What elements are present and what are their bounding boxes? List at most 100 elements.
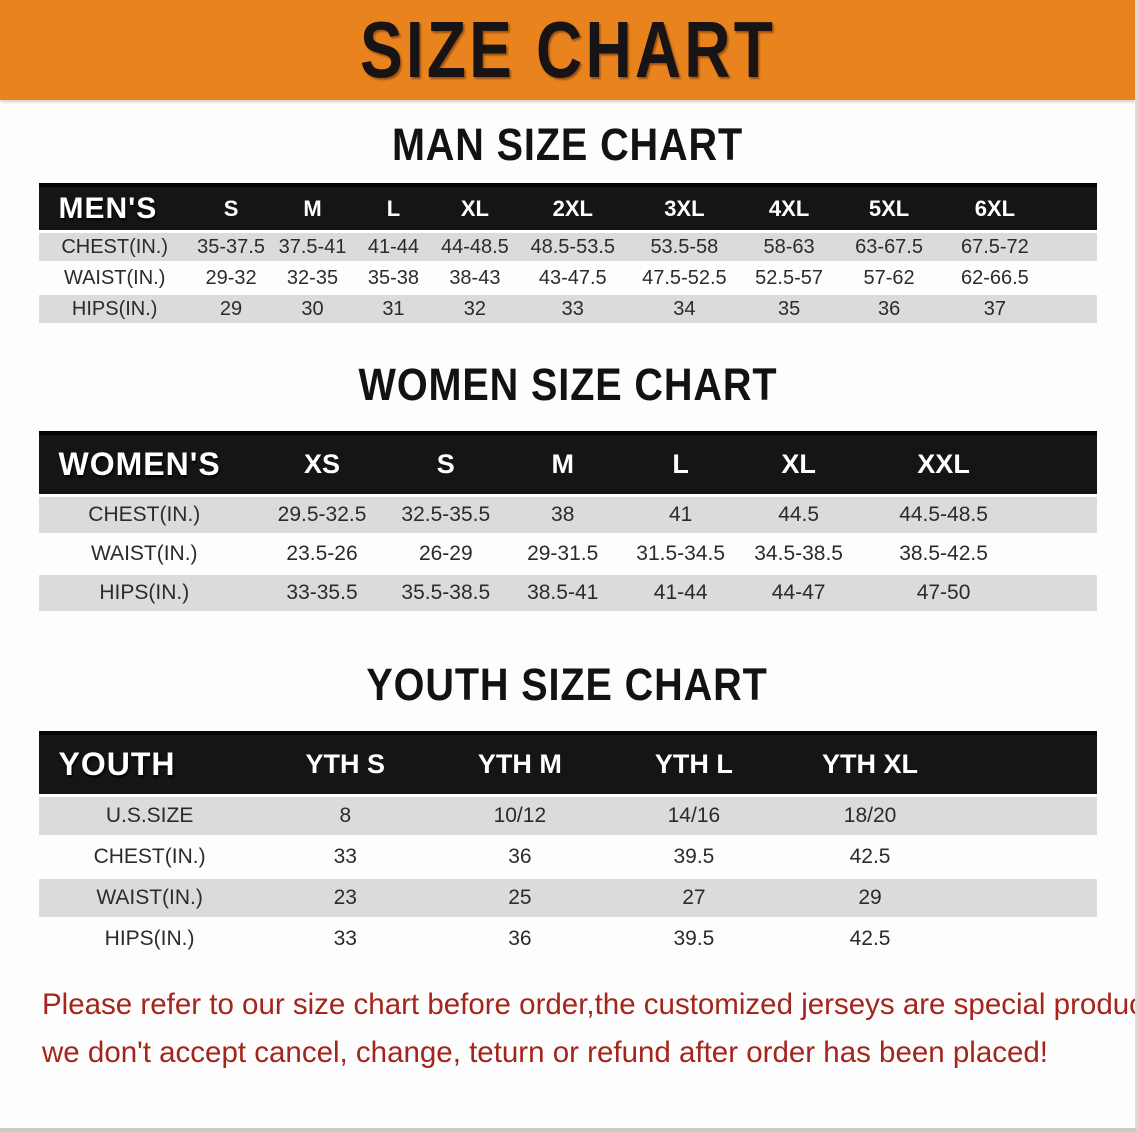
men-waist-in-6xl: 62-66.5: [939, 262, 1050, 294]
women-hips-in-m: 38.5-41: [497, 573, 628, 613]
youth-waist-in-yth-m: 25: [429, 877, 610, 919]
youth-chest-in-yth-m: 36: [429, 836, 610, 878]
women-section: WOMEN SIZE CHART WOMEN'S XS S M L XL XXL CHEST(I…: [0, 326, 1135, 614]
women-chest-in-xs: 29.5-32.5: [250, 495, 394, 535]
youth-row-label-waist-in: WAIST(IN.): [38, 877, 261, 919]
women-waist-in-l: 31.5-34.5: [627, 534, 734, 574]
women-col-xs: XS: [250, 431, 394, 497]
youth-header-row: YOUTH YTH S YTH M YTH L YTH XL: [38, 731, 1097, 797]
men-waist-in-m: 32-35: [271, 262, 354, 294]
women-row-label-chest-in: CHEST(IN.): [38, 495, 251, 535]
women-chest-in-l: 41: [627, 495, 734, 535]
men-hips-in-s: 29: [190, 293, 272, 325]
women-chest-in-s: 32.5-35.5: [393, 495, 498, 535]
youth-col-yth-xl: YTH XL: [778, 731, 963, 797]
women-waist-in-s: 26-29: [393, 534, 498, 574]
men-row-chest-in: CHEST(IN.) 35-37.5 37.5-41 41-44 44-48.5 48.5…: [38, 231, 1097, 263]
men-hips-in-6xl: 37: [939, 293, 1050, 325]
men-row-label-hips-in: HIPS(IN.): [38, 293, 191, 325]
size-chart-sections: MAN SIZE CHART MEN'S S M L XL 2XL 3XL 4XL 5XL 6XL C…: [0, 100, 1135, 961]
men-section: MAN SIZE CHART MEN'S S M L XL 2XL 3XL 4XL 5XL 6XL C…: [0, 100, 1135, 326]
order-notice-line-2: we don't accept cancel, change, teturn o…: [42, 1036, 1048, 1069]
youth-row-label-u-s-size: U.S.SIZE: [38, 795, 261, 837]
youth-hips-in-yth-l: 39.5: [609, 918, 779, 960]
men-table-label: MEN'S: [38, 183, 191, 233]
youth-u-s-size-yth-xl: 18/20: [778, 795, 963, 837]
men-hips-in-3xl: 34: [628, 293, 740, 325]
men-col-s: S: [190, 183, 272, 233]
men-waist-in-l: 35-38: [353, 262, 434, 294]
men-col-xl: XL: [433, 183, 517, 233]
youth-row-chest-in: CHEST(IN.) 33 36 39.5 42.5: [38, 836, 1097, 878]
women-row-filler: [1023, 495, 1097, 535]
youth-table-label: YOUTH: [38, 731, 261, 797]
youth-row-filler: [962, 918, 1097, 960]
women-hips-in-xxl: 47-50: [863, 573, 1024, 613]
women-section-title: WOMEN SIZE CHART: [0, 326, 1135, 407]
women-hips-in-xs: 33-35.5: [250, 573, 394, 613]
youth-col-yth-s: YTH S: [260, 731, 430, 797]
women-waist-in-xl: 34.5-38.5: [733, 534, 864, 574]
women-chest-in-xxl: 44.5-48.5: [863, 495, 1024, 535]
youth-section-title: YOUTH SIZE CHART: [0, 614, 1135, 707]
men-row-label-waist-in: WAIST(IN.): [38, 262, 191, 294]
men-hips-in-4xl: 35: [739, 293, 839, 325]
women-col-s: S: [393, 431, 498, 497]
men-hips-in-2xl: 33: [516, 293, 629, 325]
youth-section-title-text: YOUTH SIZE CHART: [366, 659, 769, 710]
men-col-5xl: 5XL: [838, 183, 940, 233]
men-chest-in-4xl: 58-63: [739, 231, 839, 263]
youth-row-filler: [962, 836, 1097, 878]
men-waist-in-2xl: 43-47.5: [516, 262, 629, 294]
women-row-label-hips-in: HIPS(IN.): [38, 573, 251, 613]
youth-chest-in-yth-l: 39.5: [609, 836, 779, 878]
men-row-filler: [1049, 262, 1097, 294]
men-row-hips-in: HIPS(IN.) 29 30 31 32 33 34 35 36 37: [38, 293, 1097, 325]
youth-row-label-hips-in: HIPS(IN.): [38, 918, 261, 960]
youth-u-s-size-yth-s: 8: [260, 795, 430, 837]
men-waist-in-3xl: 47.5-52.5: [628, 262, 740, 294]
youth-u-s-size-yth-l: 14/16: [609, 795, 779, 837]
youth-hips-in-yth-xl: 42.5: [778, 918, 963, 960]
men-col-l: L: [353, 183, 434, 233]
women-col-l: L: [627, 431, 734, 497]
men-chest-in-m: 37.5-41: [271, 231, 354, 263]
youth-u-s-size-yth-m: 10/12: [429, 795, 610, 837]
men-hips-in-m: 30: [271, 293, 354, 325]
youth-hips-in-yth-m: 36: [429, 918, 610, 960]
women-size-table: WOMEN'S XS S M L XL XXL CHEST(IN.) 29.5-32.5 32.5…: [38, 431, 1097, 614]
men-waist-in-4xl: 52.5-57: [739, 262, 839, 294]
men-waist-in-s: 29-32: [190, 262, 272, 294]
men-hips-in-xl: 32: [433, 293, 517, 325]
order-notice-line-1: Please refer to our size chart before or…: [42, 988, 1138, 1021]
youth-row-filler: [962, 795, 1097, 837]
men-col-2xl: 2XL: [516, 183, 629, 233]
youth-chest-in-yth-s: 33: [260, 836, 430, 878]
men-chest-in-5xl: 63-67.5: [838, 231, 940, 263]
men-chest-in-6xl: 67.5-72: [939, 231, 1050, 263]
women-row-label-waist-in: WAIST(IN.): [38, 534, 251, 574]
men-chest-in-s: 35-37.5: [190, 231, 272, 263]
men-col-4xl: 4XL: [739, 183, 839, 233]
men-col-m: M: [271, 183, 354, 233]
youth-row-waist-in: WAIST(IN.) 23 25 27 29: [38, 877, 1097, 919]
men-header-row: MEN'S S M L XL 2XL 3XL 4XL 5XL 6XL: [38, 183, 1097, 233]
men-chest-in-l: 41-44: [353, 231, 434, 263]
men-col-3xl: 3XL: [628, 183, 740, 233]
women-row-filler: [1023, 573, 1097, 613]
men-chest-in-3xl: 53.5-58: [628, 231, 740, 263]
men-row-label-chest-in: CHEST(IN.): [38, 231, 191, 263]
women-chest-in-xl: 44.5: [733, 495, 864, 535]
women-waist-in-m: 29-31.5: [497, 534, 628, 574]
men-size-table: MEN'S S M L XL 2XL 3XL 4XL 5XL 6XL CHEST(IN.) 35-37…: [38, 183, 1097, 326]
women-chest-in-m: 38: [497, 495, 628, 535]
youth-col-yth-m: YTH M: [429, 731, 610, 797]
men-row-waist-in: WAIST(IN.) 29-32 32-35 35-38 38-43 43-47.5 47.…: [38, 262, 1097, 294]
men-hips-in-5xl: 36: [838, 293, 940, 325]
youth-row-hips-in: HIPS(IN.) 33 36 39.5 42.5: [38, 918, 1097, 960]
youth-waist-in-yth-xl: 29: [778, 877, 963, 919]
youth-waist-in-yth-s: 23: [260, 877, 430, 919]
women-hips-in-s: 35.5-38.5: [393, 573, 498, 613]
women-row-hips-in: HIPS(IN.) 33-35.5 35.5-38.5 38.5-41 41-44 44-…: [38, 573, 1097, 613]
women-section-title-text: WOMEN SIZE CHART: [358, 359, 777, 410]
